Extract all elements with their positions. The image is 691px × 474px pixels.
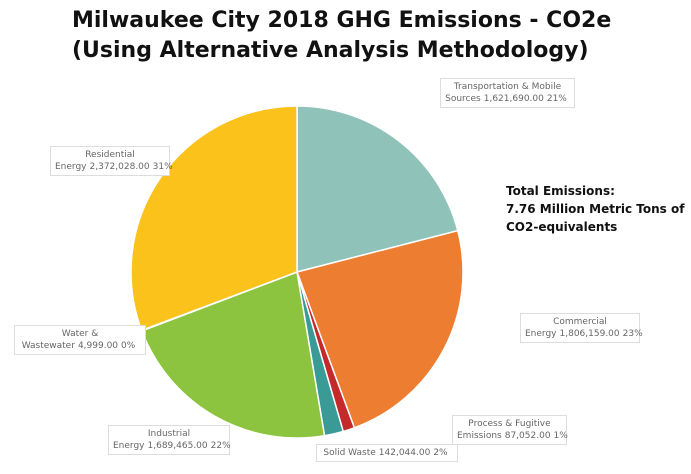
value-label: 4,999.00: [77, 341, 119, 351]
percent-label: 21%: [546, 94, 567, 104]
percent-label: 2%: [433, 448, 448, 458]
pie-slice: [130, 105, 298, 332]
value-label: 87,052.00: [504, 431, 551, 441]
value-label: 1,621,690.00: [483, 94, 544, 104]
annotation: 7.76 Million Metric Tons of: [506, 202, 685, 216]
pie-slice: [140, 270, 326, 439]
percent-label: 0%: [121, 341, 136, 351]
category-label: Commercial Energy: [525, 317, 607, 339]
chart-title: Milwaukee City 2018 GHG Emissions - CO2e: [72, 8, 612, 33]
percent-label: 23%: [622, 329, 643, 339]
pie-slice: [296, 105, 459, 273]
category-label: Process & Fugitive Emissions: [457, 419, 551, 441]
value-label: 142,044.00: [378, 448, 431, 458]
value-label: 1,806,159.00: [559, 329, 620, 339]
value-label: 2,372,028.00: [89, 162, 150, 172]
data-label: Solid Waste 142,044.00 2%: [316, 444, 458, 462]
percent-label: 22%: [210, 441, 231, 451]
data-label: Residential Energy 2,372,028.00 31%: [50, 146, 173, 176]
data-label: Commercial Energy 1,806,159.00 23%: [520, 313, 643, 343]
data-label: Transportation & Mobile Sources 1,621,690…: [440, 78, 575, 108]
category-label: Solid Waste: [323, 448, 376, 458]
annotation: CO2-equivalents: [506, 220, 618, 234]
data-label: Process & Fugitive Emissions 87,052.00 1%: [452, 415, 568, 445]
chart-title: (Using Alternative Analysis Methodology): [72, 38, 589, 63]
percent-label: 31%: [152, 162, 173, 172]
annotation: Total Emissions:: [506, 184, 615, 198]
category-label: Water & Wastewater: [21, 329, 99, 351]
data-label: Water & Wastewater 4,999.00 0%: [14, 325, 146, 355]
percent-label: 1%: [553, 431, 568, 441]
category-label: Residential Energy: [55, 150, 135, 172]
data-label: Industrial Energy 1,689,465.00 22%: [108, 425, 231, 455]
category-label: Industrial Energy: [113, 429, 191, 451]
pie-slice: [296, 229, 464, 429]
value-label: 1,689,465.00: [147, 441, 208, 451]
category-label: Transportation & Mobile Sources: [445, 82, 562, 104]
